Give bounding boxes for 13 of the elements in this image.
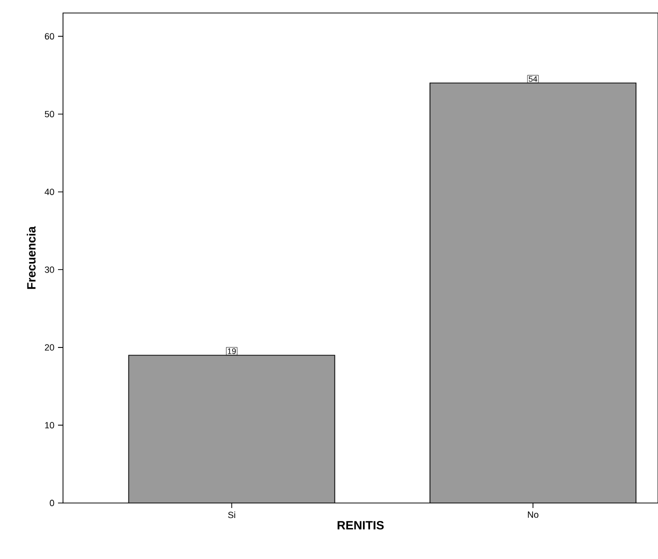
x-tick-label: Si [228,512,236,518]
y-tick-label: 20 [44,344,54,351]
y-tick-label: 10 [45,422,54,428]
data-label: 19 [228,348,236,354]
x-axis-title: RENITIS [338,521,384,530]
y-tick-label: 60 [44,33,54,40]
y-axis-title: Frecuencia [26,226,36,289]
y-tick-label: 50 [44,110,54,118]
data-label: 54 [528,76,538,82]
y-tick-label: 30 [44,266,54,273]
y-tick-label: 0 [50,500,54,506]
y-tick-label: 40 [44,188,54,196]
x-tick-label: No [528,512,538,518]
